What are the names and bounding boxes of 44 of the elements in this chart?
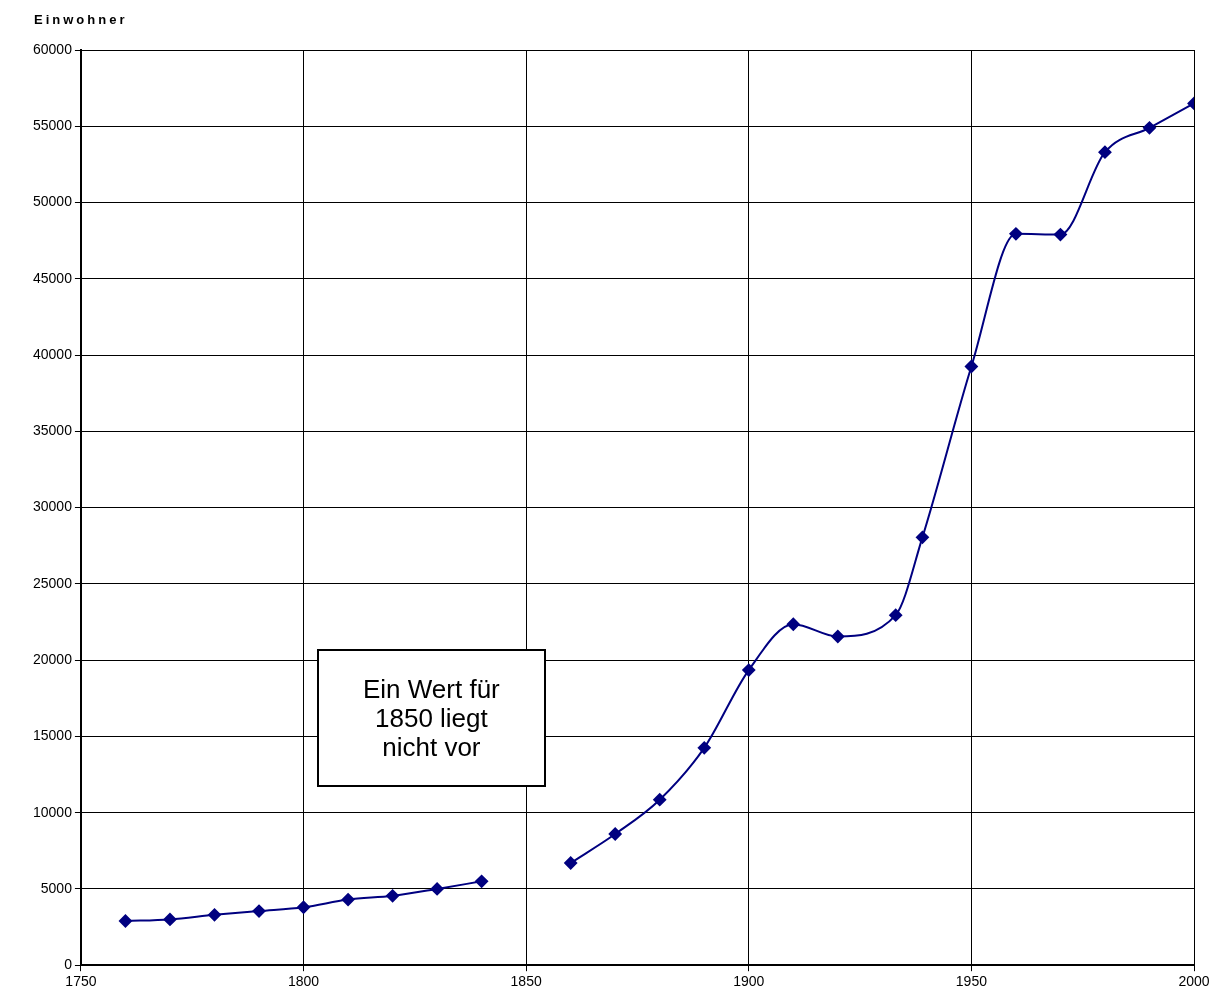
y-tick-label: 5000: [40, 879, 73, 896]
x-tick-label: 1800: [287, 973, 320, 990]
point: [608, 827, 622, 841]
x-tick-label: 1850: [510, 973, 542, 990]
y-tick-label: 60000: [32, 40, 73, 57]
point: [430, 882, 444, 896]
point: [297, 900, 311, 914]
point: [118, 914, 132, 928]
y-tick-label: 50000: [32, 193, 73, 210]
point: [697, 741, 711, 755]
y-tick-label: 0: [64, 956, 73, 973]
y-tick-label: 45000: [32, 269, 73, 286]
point: [252, 904, 266, 918]
point: [889, 608, 903, 622]
x-tick-label: 1900: [733, 973, 765, 990]
point: [786, 617, 800, 631]
x-tick-label: 1750: [65, 973, 97, 990]
point: [386, 889, 400, 903]
y-tick-label: 55000: [32, 117, 73, 134]
y-tick-label: 35000: [32, 422, 73, 439]
point: [163, 912, 177, 926]
x-tick-label: 2000: [1178, 973, 1210, 990]
note-box: Ein Wert für 1850 liegt nicht vor: [316, 649, 546, 788]
y-tick-label: 10000: [32, 803, 73, 820]
point: [742, 663, 756, 677]
point: [341, 893, 355, 907]
y-tick-label: 15000: [32, 727, 73, 744]
y-tick-label: 40000: [32, 345, 73, 362]
y-axis-title: Einwohner: [34, 11, 128, 27]
point: [964, 360, 978, 374]
point: [208, 908, 221, 922]
x-tick-label: 1950: [955, 973, 988, 990]
point: [653, 793, 667, 807]
y-tick-label: 30000: [32, 498, 73, 515]
point: [915, 530, 929, 544]
point: [1053, 228, 1067, 242]
point: [1009, 227, 1023, 241]
point: [1142, 121, 1156, 135]
point: [1098, 145, 1112, 159]
y-tick-label: 20000: [32, 650, 73, 667]
point: [831, 629, 845, 643]
point: [475, 874, 489, 888]
point: [564, 856, 578, 870]
y-tick-label: 25000: [32, 574, 73, 591]
